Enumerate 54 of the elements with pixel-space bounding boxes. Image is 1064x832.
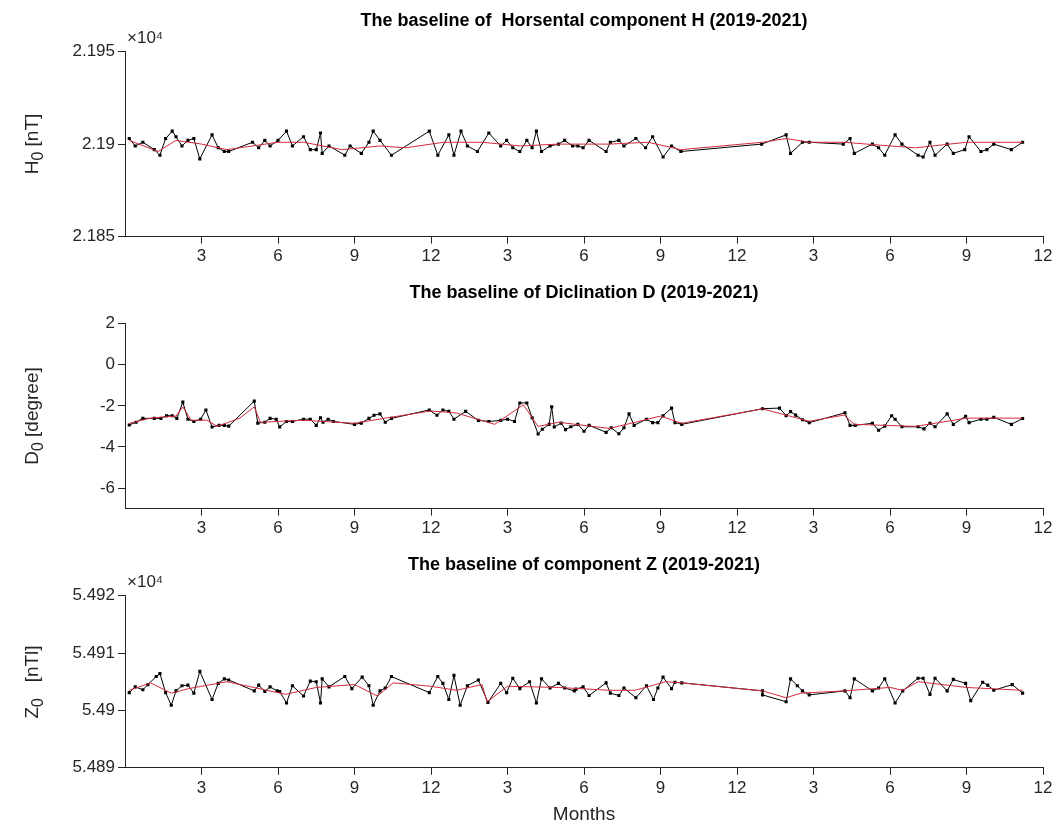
x-tick-label: 12 bbox=[421, 518, 441, 538]
x-tick-label: 9 bbox=[349, 246, 360, 266]
y-tick-label: 2 bbox=[105, 313, 115, 333]
x-tick-label: 6 bbox=[885, 777, 895, 797]
x-tick-label: 3 bbox=[196, 246, 207, 266]
y-tick-label: 0 bbox=[105, 354, 115, 374]
x-tick-label: 12 bbox=[727, 246, 747, 266]
x-tick-label: 9 bbox=[349, 777, 360, 797]
y-tick-label: 2.185 bbox=[72, 226, 115, 246]
x-tick-label: 9 bbox=[655, 777, 666, 797]
x-tick-label: 9 bbox=[655, 518, 666, 538]
x-tick-label: 6 bbox=[273, 246, 283, 266]
x-tick-label: 3 bbox=[196, 777, 207, 797]
chart-title: The baseline of Diclination D (2019-2021) bbox=[409, 281, 759, 302]
x-tick-label: 12 bbox=[1033, 518, 1053, 538]
chart-title: The baseline of component Z (2019-2021) bbox=[407, 553, 761, 574]
y-tick-label: 2.19 bbox=[81, 133, 115, 153]
x-tick-label: 9 bbox=[655, 246, 666, 266]
x-tick-label: 3 bbox=[808, 518, 819, 538]
x-tick-label: 6 bbox=[273, 518, 283, 538]
chart-title: The baseline of Horsental component H (2019-2021) bbox=[360, 9, 808, 30]
x-tick-label: 3 bbox=[502, 246, 513, 266]
text: ×10⁴ bbox=[127, 27, 164, 48]
text: ×10⁴ bbox=[127, 571, 164, 592]
x-tick-label: 6 bbox=[273, 777, 283, 797]
x-tick-label: 12 bbox=[421, 246, 441, 266]
x-tick-label: 6 bbox=[579, 518, 589, 538]
x-tick-label: 9 bbox=[961, 246, 972, 266]
x-tick-label: 12 bbox=[727, 777, 747, 797]
x-tick-label: 9 bbox=[349, 518, 360, 538]
x-tick-label: 9 bbox=[961, 518, 972, 538]
y-tick-label: -4 bbox=[99, 436, 115, 456]
x-tick-label: 3 bbox=[808, 777, 819, 797]
y-tick-label: 5.491 bbox=[72, 642, 115, 662]
x-tick-label: 12 bbox=[1033, 777, 1053, 797]
x-tick-label: 3 bbox=[502, 518, 513, 538]
x-tick-label: 3 bbox=[196, 518, 207, 538]
x-tick-label: 6 bbox=[579, 246, 589, 266]
x-tick-label: 6 bbox=[885, 246, 895, 266]
x-tick-label: 9 bbox=[961, 777, 972, 797]
y-tick-label: 5.49 bbox=[81, 700, 115, 720]
y-tick-label: 2.195 bbox=[72, 41, 115, 61]
x-axis-title: Months bbox=[552, 802, 616, 824]
x-tick-label: 12 bbox=[1033, 246, 1053, 266]
y-tick-label: -2 bbox=[99, 395, 115, 415]
x-tick-label: 12 bbox=[421, 777, 441, 797]
y-tick-label: 5.489 bbox=[72, 757, 115, 777]
x-tick-label: 3 bbox=[808, 246, 819, 266]
x-tick-label: 6 bbox=[885, 518, 895, 538]
x-tick-label: 12 bbox=[727, 518, 747, 538]
x-tick-label: 3 bbox=[502, 777, 513, 797]
y-tick-label: -6 bbox=[99, 477, 115, 497]
y-tick-label: 5.492 bbox=[72, 585, 115, 605]
x-tick-label: 6 bbox=[579, 777, 589, 797]
